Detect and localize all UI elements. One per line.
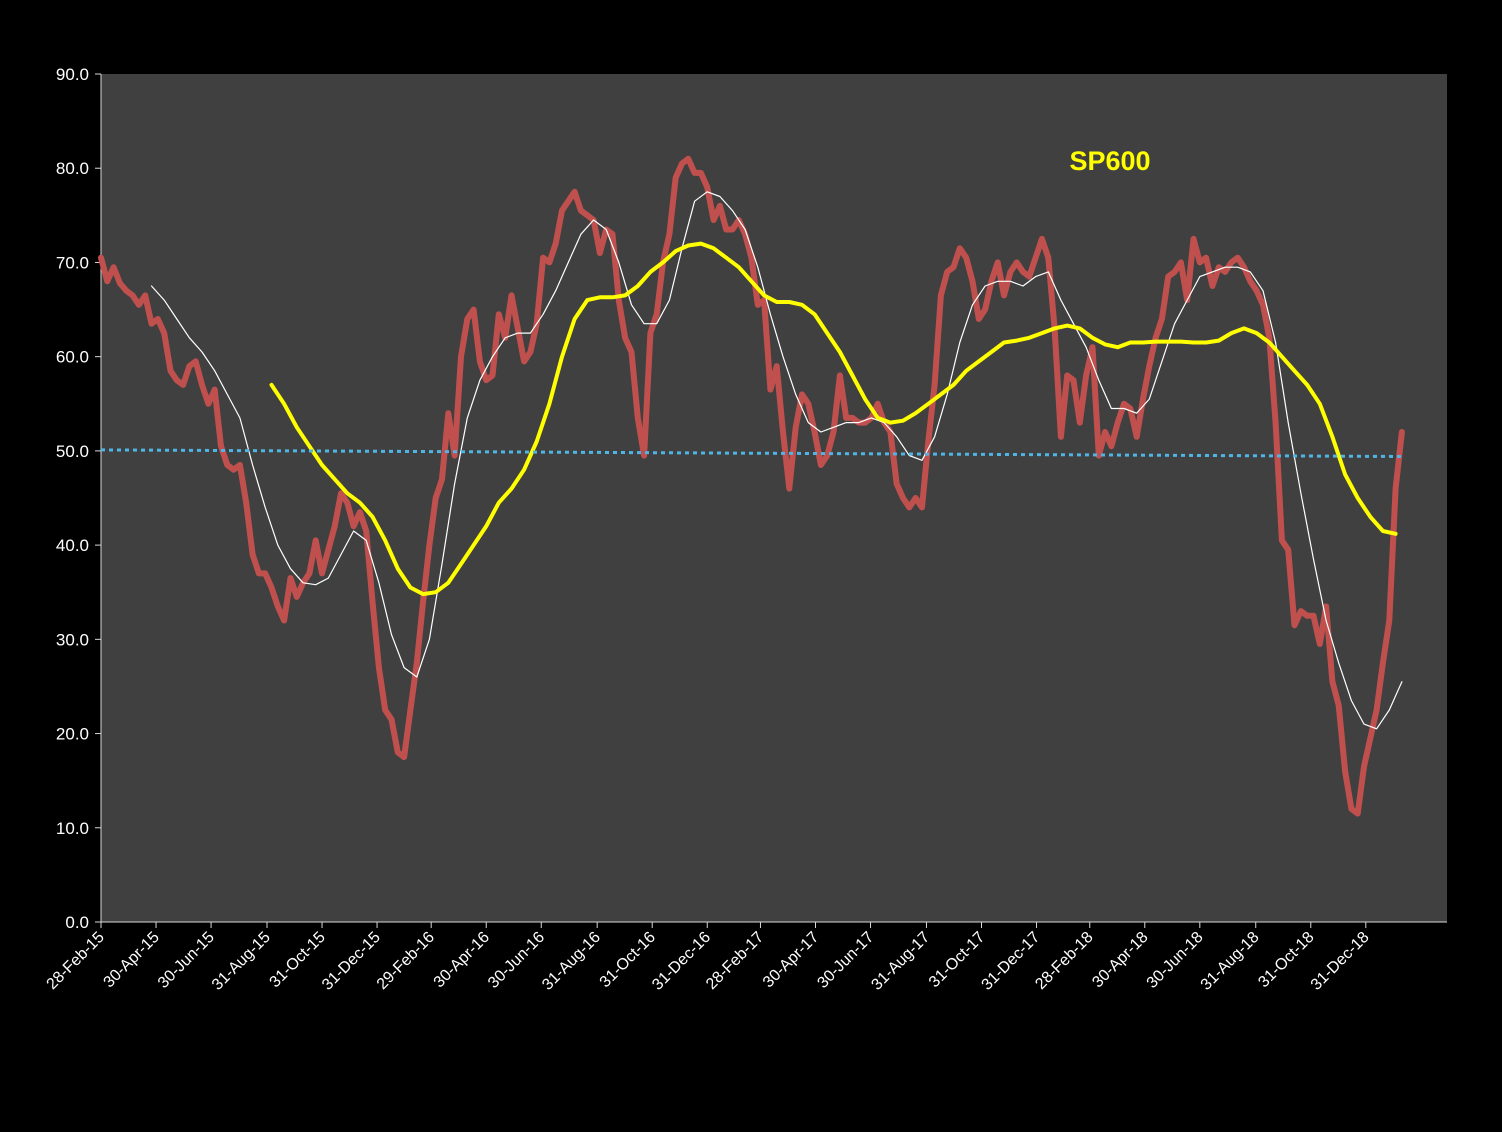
x-tick-label: 30-Apr-17 [760, 929, 822, 991]
y-tick-label: 60.0 [56, 348, 89, 367]
series-line-blue-dotted [100, 448, 1402, 458]
x-tick-label: 31-Aug-17 [868, 929, 933, 994]
y-tick-label: 70.0 [56, 253, 89, 272]
chart-title: SP600 [1069, 146, 1150, 176]
y-tick-label: 30.0 [56, 630, 89, 649]
y-tick-label: 50.0 [56, 442, 89, 461]
x-tick-label: 31-Dec-18 [1308, 929, 1373, 994]
y-tick-label: 80.0 [56, 159, 89, 178]
x-tick-label: 30-Apr-16 [431, 929, 493, 991]
series-layer [98, 155, 1405, 817]
series-line-red [98, 155, 1405, 817]
y-tick-label: 40.0 [56, 536, 89, 555]
x-tick-label: 31-Dec-16 [649, 929, 714, 994]
series-line-yellow [269, 241, 1398, 597]
x-tick-label: 31-Dec-15 [319, 929, 384, 994]
x-tick-label: 31-Dec-17 [979, 929, 1044, 994]
y-tick-label: 20.0 [56, 725, 89, 744]
x-tick-label: 28-Feb-15 [44, 929, 108, 993]
y-tick-label: 0.0 [65, 913, 89, 932]
x-tick-label: 31-Aug-18 [1198, 929, 1263, 994]
x-tick-label: 31-Aug-16 [539, 929, 604, 994]
y-tick-label: 90.0 [56, 65, 89, 84]
x-tick-label: 31-Aug-15 [209, 929, 274, 994]
x-tick-label: 29-Feb-16 [374, 929, 438, 993]
x-tick-label: 28-Feb-17 [703, 929, 767, 993]
y-tick-label: 10.0 [56, 819, 89, 838]
y-axis: 0.0 10.0 20.0 30.0 40.0 50.0 60.0 70.0 80.0 90.0 [56, 65, 102, 932]
x-tick-label: 30-Apr-15 [101, 929, 163, 991]
series-line-white [150, 191, 1403, 730]
x-tick-label: 28-Feb-18 [1032, 929, 1096, 993]
x-axis: 28-Feb-1530-Apr-1530-Jun-1531-Aug-1531-O… [44, 921, 1447, 994]
x-tick-label: 30-Apr-18 [1089, 929, 1151, 991]
plot-area [101, 74, 1447, 922]
